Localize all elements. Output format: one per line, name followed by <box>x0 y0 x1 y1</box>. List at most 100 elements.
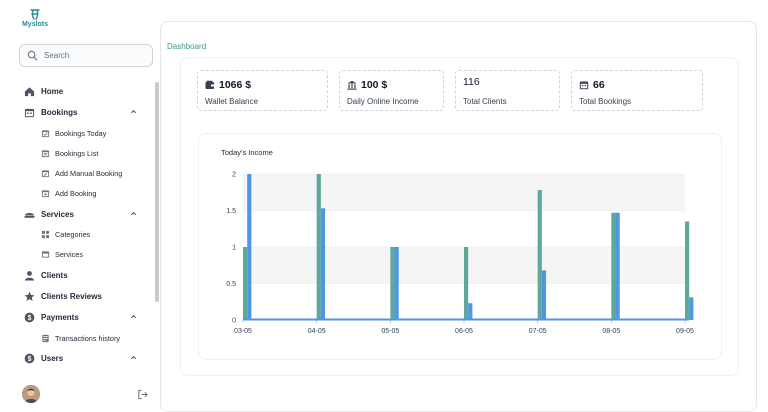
sidebar-subitem-label: Bookings Today <box>55 128 107 138</box>
sidebar-item-clients[interactable]: Clients <box>20 268 145 282</box>
sidebar-item-label: Services <box>41 209 74 219</box>
avatar-image <box>22 385 40 403</box>
sidebar-item-home[interactable]: Home <box>20 84 145 98</box>
y-tick-label: 1.5 <box>226 208 236 215</box>
sidebar-item-payments[interactable]: $ Payments <box>20 310 145 324</box>
stat-card-daily-online-income: 100 $ Daily Online Income <box>339 70 444 111</box>
bar-series-1 <box>243 247 248 320</box>
sidebar-subitem-label: Add Booking <box>55 188 97 198</box>
bar-series-1 <box>611 212 616 320</box>
sidebar-item-clients-reviews[interactable]: Clients Reviews <box>20 289 145 303</box>
users-icon: $ <box>24 353 35 363</box>
sidebar-item-label: Clients Reviews <box>41 291 102 301</box>
bar-series-1 <box>685 221 690 320</box>
search-icon <box>27 50 38 61</box>
sidebar-item-label: Clients <box>41 270 68 280</box>
svg-text:$: $ <box>28 355 32 362</box>
categories-icon <box>41 230 50 238</box>
x-tick-label: 03-05 <box>234 328 252 335</box>
services-icon <box>24 212 35 218</box>
logout-icon[interactable] <box>137 389 148 400</box>
logo-text: Myslots <box>21 21 49 28</box>
sidebar-item-bookings[interactable]: Bookings <box>20 105 145 119</box>
user-icon <box>24 270 35 281</box>
sidebar-subitem-categories[interactable]: Categories <box>41 228 90 240</box>
stat-value: 100 $ <box>361 79 388 91</box>
sidebar-subitem-label: Bookings List <box>55 148 99 158</box>
stat-label: Total Clients <box>463 97 507 106</box>
sidebar-subitem-transactions-history[interactable]: Transactions history <box>41 332 120 344</box>
bar-series-1 <box>390 247 395 320</box>
sidebar-subitem-label: Add Manual Booking <box>55 168 123 178</box>
sidebar-subitem-label: Services <box>55 249 83 259</box>
bar-series-1 <box>537 190 542 320</box>
calendar-list-icon <box>41 149 50 157</box>
search-input[interactable] <box>44 51 144 60</box>
sidebar-subitem-add-manual-booking[interactable]: Add Manual Booking <box>41 167 122 179</box>
bar-series-2 <box>394 247 399 320</box>
sidebar-subitem-label: Transactions history <box>55 333 121 343</box>
sidebar-subitem-services[interactable]: Services <box>41 248 83 260</box>
y-tick-label: 0 <box>232 318 236 325</box>
receipt-icon <box>42 334 49 342</box>
avatar[interactable] <box>22 385 40 403</box>
stat-value: 1066 $ <box>219 79 252 91</box>
y-tick-label: 2 <box>232 172 236 179</box>
sidebar-item-services[interactable]: Services <box>20 207 145 221</box>
sidebar-subitem-bookings-list[interactable]: Bookings List <box>41 147 98 159</box>
bar-series-2 <box>689 297 694 320</box>
sidebar-item-users[interactable]: $ Users <box>20 351 145 365</box>
app-logo[interactable]: Myslots <box>20 8 50 32</box>
income-chart-card: Today's Income 0 0.5 1 1.5 2 03-05 04-05 05-05 0… <box>198 133 722 360</box>
calendar-plus-icon <box>41 189 50 197</box>
bar-series-2 <box>541 270 547 320</box>
star-icon <box>24 291 35 301</box>
grid-band <box>243 174 685 211</box>
main-content: Dashboard 1066 $ Wallet Balance 100 $ Da… <box>160 21 757 412</box>
calendar-icon <box>579 81 589 90</box>
stat-label: Wallet Balance <box>205 97 259 106</box>
sidebar-subitem-label: Categories <box>55 229 91 239</box>
chevron-up-icon[interactable] <box>130 108 137 115</box>
home-icon <box>24 86 35 96</box>
y-tick-label: 0.5 <box>226 281 236 288</box>
svg-text:$: $ <box>28 314 32 321</box>
bar-series-2 <box>615 212 620 320</box>
stat-value: 116 <box>463 76 480 88</box>
wallet-icon <box>205 80 215 89</box>
sidebar: Myslots Home Bookings Bookings <box>0 0 160 412</box>
breadcrumb[interactable]: Dashboard <box>167 42 207 51</box>
x-tick-label: 08-05 <box>602 328 620 335</box>
stat-label: Daily Online Income <box>347 97 419 106</box>
stat-label: Total Bookings <box>579 97 632 106</box>
sidebar-subitem-add-booking[interactable]: Add Booking <box>41 187 96 199</box>
sidebar-scrollbar[interactable] <box>155 82 159 302</box>
sidebar-subitem-bookings-today[interactable]: Bookings Today <box>41 127 106 139</box>
sidebar-item-label: Home <box>41 86 64 96</box>
logo-icon <box>30 9 40 20</box>
calendar-edit-icon <box>41 169 50 177</box>
calendar-icon <box>24 108 35 117</box>
calendar-check-icon <box>41 129 50 137</box>
bar-series-1 <box>316 174 321 320</box>
chevron-up-icon[interactable] <box>130 210 137 217</box>
sidebar-item-label: Bookings <box>41 107 78 117</box>
search-box[interactable] <box>19 44 153 67</box>
chevron-up-icon[interactable] <box>130 313 137 320</box>
service-card-icon <box>41 250 50 258</box>
bar-series-2 <box>468 303 473 320</box>
y-tick-label: 1 <box>232 245 236 252</box>
stat-card-wallet-balance: 1066 $ Wallet Balance <box>197 70 328 111</box>
x-tick-label: 05-05 <box>381 328 399 335</box>
stat-card-total-bookings: 66 Total Bookings <box>571 70 703 111</box>
income-chart: 0 0.5 1 1.5 2 03-05 04-05 05-05 06-05 07-05 08-05 0… <box>226 172 694 336</box>
bar-series-2 <box>320 208 326 320</box>
stat-value: 66 <box>593 79 605 91</box>
bank-icon <box>347 80 357 90</box>
dollar-icon: $ <box>24 312 35 322</box>
bar-series-1 <box>464 247 469 320</box>
bar-series-2 <box>247 174 252 320</box>
x-tick-label: 09-05 <box>676 328 694 335</box>
chevron-up-icon[interactable] <box>130 354 137 361</box>
